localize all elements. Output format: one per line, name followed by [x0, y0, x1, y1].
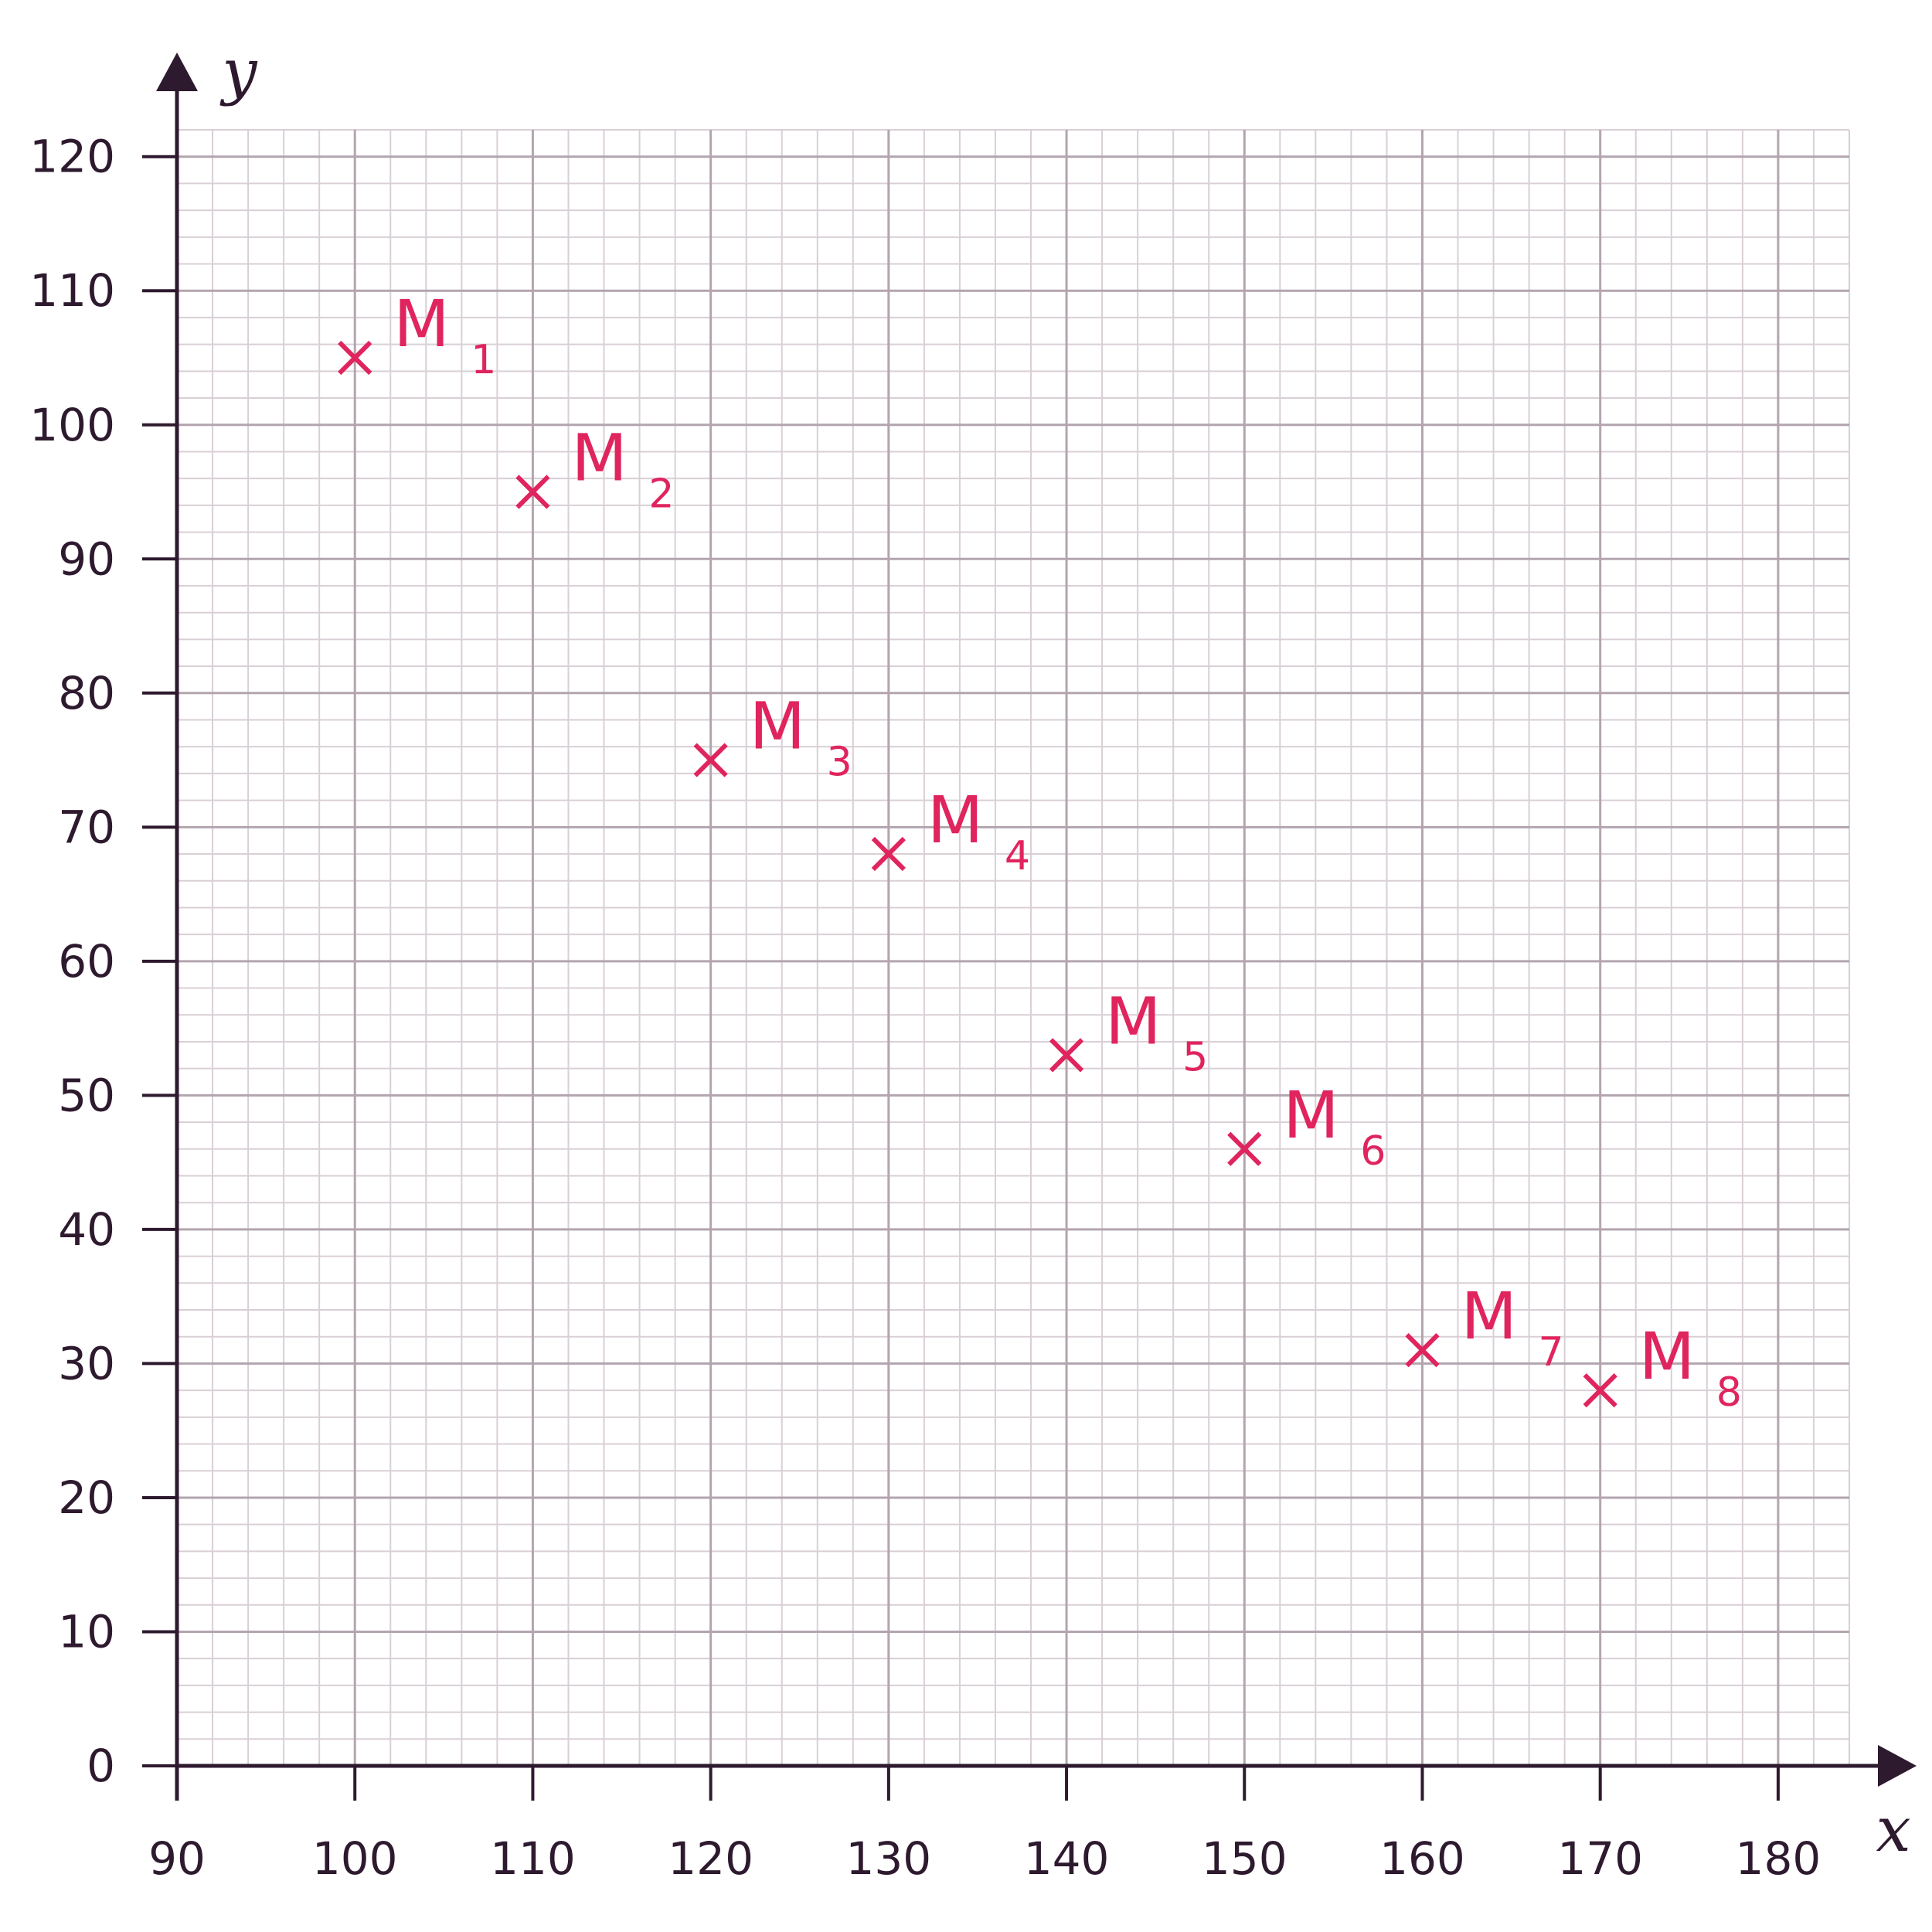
point — [1227, 1131, 1262, 1166]
point-subscript: 4 — [1005, 833, 1030, 879]
y-tick-label: 50 — [58, 1069, 115, 1121]
point-subscript: 1 — [471, 337, 496, 383]
y-tick-label: 10 — [58, 1605, 115, 1658]
point-label: M — [1639, 1318, 1695, 1394]
point — [1583, 1373, 1617, 1408]
point-subscript: 6 — [1360, 1128, 1386, 1175]
point — [871, 836, 906, 872]
point-label: M — [927, 782, 983, 858]
y-axis-title: y — [219, 36, 258, 107]
y-tick-label: 30 — [58, 1337, 115, 1389]
point-label: M — [750, 689, 805, 764]
x-tick-label: 90 — [148, 1832, 206, 1885]
y-tick-label: 70 — [58, 801, 115, 853]
point — [515, 474, 550, 509]
point — [693, 743, 728, 777]
x-tick-label: 100 — [312, 1832, 398, 1885]
point-subscript: 3 — [827, 740, 852, 786]
y-tick-label: 0 — [87, 1740, 115, 1792]
point-label: M — [1105, 983, 1161, 1059]
y-tick-label: 120 — [29, 131, 115, 183]
y-tick-label: 90 — [58, 532, 115, 585]
point-subscript: 7 — [1538, 1329, 1563, 1376]
point-subscript: 8 — [1716, 1369, 1742, 1416]
point-label: M — [1283, 1077, 1338, 1153]
point-subscript: 2 — [648, 471, 674, 518]
x-tick-label: 120 — [668, 1832, 753, 1885]
y-tick-label: 60 — [58, 935, 115, 988]
point-subscript: 5 — [1182, 1034, 1208, 1080]
x-tick-label: 160 — [1379, 1832, 1465, 1885]
point — [338, 340, 372, 376]
x-axis-title: x — [1876, 1794, 1910, 1866]
point-label: M — [571, 420, 627, 496]
y-tick-label: 40 — [58, 1203, 115, 1256]
y-tick-label: 80 — [58, 667, 115, 719]
point-label: M — [1461, 1278, 1516, 1354]
x-tick-label: 140 — [1024, 1832, 1110, 1885]
x-tick-label: 150 — [1202, 1832, 1287, 1885]
point — [1049, 1038, 1084, 1073]
x-axis-arrow — [1878, 1745, 1917, 1787]
y-tick-label: 100 — [29, 399, 115, 451]
point-label: M — [393, 286, 449, 362]
y-tick-label: 20 — [58, 1471, 115, 1524]
y-tick-label: 110 — [29, 264, 115, 317]
x-tick-label: 130 — [845, 1832, 931, 1885]
point — [1405, 1332, 1440, 1368]
y-axis-arrow — [156, 53, 198, 91]
x-tick-label: 110 — [490, 1832, 576, 1885]
x-tick-label: 170 — [1557, 1832, 1643, 1885]
x-tick-label: 180 — [1736, 1832, 1821, 1885]
